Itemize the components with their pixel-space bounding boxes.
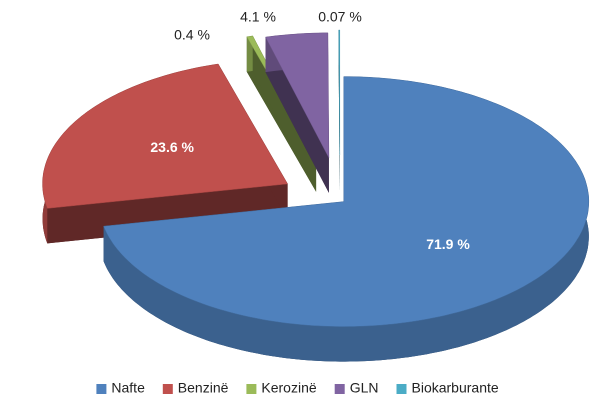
slice-top: [338, 29, 341, 156]
slice-top: [265, 32, 330, 159]
slice-wall: [265, 37, 329, 193]
legend-label: Nafte: [111, 380, 145, 396]
legend-item: GLN: [334, 380, 379, 396]
data-label: 4.1 %: [240, 9, 276, 25]
slice-top: [103, 76, 590, 327]
slice-top: [42, 63, 289, 209]
slice: [338, 29, 341, 190]
slice: [103, 76, 590, 362]
legend-swatch: [246, 384, 257, 394]
legend-swatch: [334, 384, 345, 394]
legend-swatch: [162, 384, 173, 394]
legend-swatch: [96, 384, 107, 394]
data-label: 0.4 %: [174, 27, 210, 43]
legend-item: Benzinë: [162, 380, 229, 396]
legend-swatch: [396, 384, 407, 394]
legend-label: Kerozinë: [261, 380, 316, 396]
data-label: 71.9 %: [426, 236, 470, 252]
legend-item: Nafte: [96, 380, 145, 396]
legend-label: Benzinë: [178, 380, 229, 396]
slice: [265, 32, 330, 193]
legend-item: Kerozinë: [246, 380, 317, 396]
legend-label: GLN: [350, 380, 379, 396]
legend-item: Biokarburante: [396, 380, 499, 396]
data-label: 0.07 %: [318, 9, 362, 25]
legend-label: Biokarburante: [412, 380, 499, 396]
data-label: 23.6 %: [150, 139, 194, 155]
